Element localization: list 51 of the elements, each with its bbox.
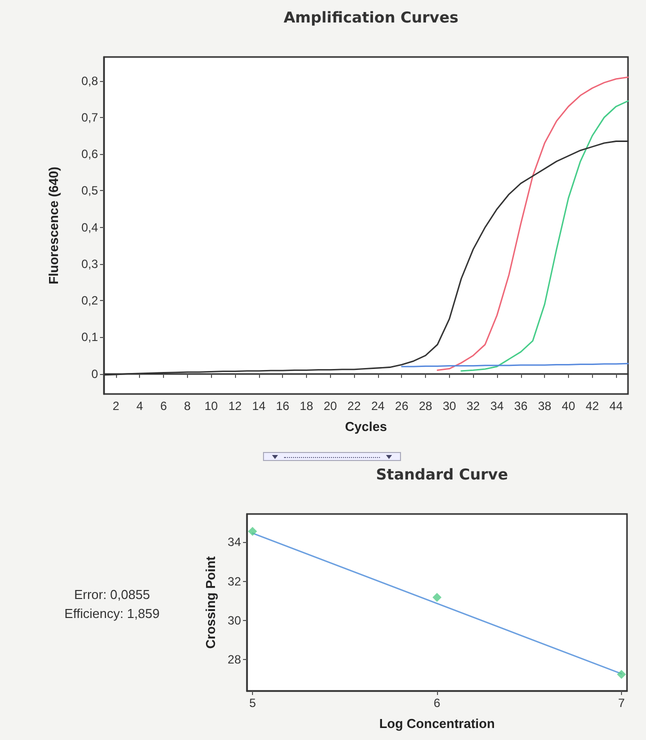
x-tick-label: 44 <box>609 399 624 413</box>
y-tick-label: 0 <box>91 366 98 381</box>
text: Error: 0,0855 <box>74 587 150 602</box>
x-tick-label: 34 <box>490 399 504 413</box>
x-tick-label: 36 <box>514 399 528 413</box>
point <box>432 592 442 602</box>
x-tick-label: 40 <box>562 399 576 413</box>
x-tick-label: 12 <box>228 399 242 413</box>
y-tick-label: 30 <box>228 614 242 628</box>
x-tick-label: 38 <box>538 399 552 413</box>
chart-title: Standard Curve <box>376 466 508 484</box>
y-tick-label: 0,3 <box>81 256 98 271</box>
y-tick-label: 0,2 <box>81 294 98 308</box>
x-tick-label: 26 <box>395 399 409 413</box>
x-tick-label: 22 <box>347 399 362 413</box>
x-tick-label: 28 <box>418 399 433 413</box>
text: Efficiency: 1,859 <box>64 606 160 621</box>
x-tick-label: 18 <box>300 399 314 413</box>
x-tick-label: 16 <box>276 399 290 413</box>
x-tick-label: 14 <box>252 399 266 413</box>
x-tick-label: 6 <box>434 696 441 710</box>
x-tick-label: 6 <box>160 399 168 413</box>
point <box>616 670 626 679</box>
y-tick-label: 28 <box>228 652 242 667</box>
x-tick-label: 4 <box>136 399 144 413</box>
chart-title: Amplification Curves <box>284 8 459 26</box>
x-tick-label: 2 <box>112 399 120 413</box>
y-axis-title: Crossing Point <box>202 556 218 649</box>
y-tick-label: 0,7 <box>81 110 98 124</box>
x-tick-label: 5 <box>249 696 256 710</box>
y-tick-label: 0,5 <box>81 184 98 198</box>
x-tick-label: 20 <box>324 399 338 413</box>
x-axis-title: Log Concentration <box>379 716 495 731</box>
x-tick-label: 42 <box>586 399 600 413</box>
x-tick-label: 24 <box>371 399 385 413</box>
y-tick-label: 0,8 <box>81 74 98 88</box>
y-tick-label: 0,6 <box>81 147 98 162</box>
point <box>248 526 258 536</box>
y-tick-label: 34 <box>228 535 242 550</box>
x-tick-label: 30 <box>442 399 456 413</box>
y-tick-label: 32 <box>228 574 242 588</box>
x-tick-label: 7 <box>618 696 626 710</box>
x-tick-label: 10 <box>204 399 218 413</box>
y-tick-label: 0,4 <box>81 220 98 234</box>
x-tick-label: 32 <box>466 399 480 413</box>
x-tick-label: 8 <box>184 399 192 413</box>
y-axis-title: Fluorescence (640) <box>46 166 61 284</box>
line-series <box>460 100 629 372</box>
y-tick-label: 0,1 <box>81 330 98 344</box>
line-series <box>436 76 629 371</box>
x-axis-title: Cycles <box>345 419 387 434</box>
